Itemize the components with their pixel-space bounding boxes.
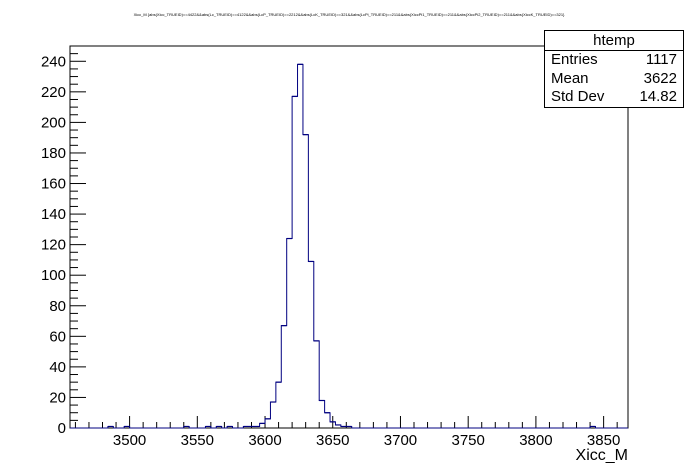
x-tick-label: 3700 [384, 432, 417, 449]
stats-entries-value: 1117 [645, 51, 677, 68]
x-tick-label: 3550 [181, 432, 214, 449]
y-tick-label: 240 [41, 53, 66, 70]
y-tick-label: 80 [49, 298, 66, 315]
y-tick-label: 180 [41, 145, 66, 162]
x-tick-label: 3750 [451, 432, 484, 449]
stats-entries-label: Entries [551, 51, 598, 68]
chart-title: Xicc_M {abs(Xicc_TRUEID)==4422&&abs(Lc_T… [133, 12, 565, 17]
x-tick-label: 3850 [587, 432, 620, 449]
y-tick-label: 20 [49, 389, 66, 406]
stats-row-stddev: Std Dev 14.82 [545, 88, 683, 107]
y-tick-label: 200 [41, 114, 66, 131]
x-tick-label: 3500 [113, 432, 146, 449]
histogram-bins [107, 63, 596, 428]
x-tick-label: 3800 [519, 432, 552, 449]
x-axis-label: Xicc_M [576, 447, 628, 464]
stats-box: htemp Entries 1117 Mean 3622 Std Dev 14.… [544, 30, 684, 108]
y-tick-label: 220 [41, 84, 66, 101]
stats-row-mean: Mean 3622 [545, 70, 683, 89]
stats-box-title: htemp [545, 31, 683, 51]
stats-mean-label: Mean [551, 69, 589, 87]
y-tick-label: 60 [49, 328, 66, 345]
stats-mean-value: 3622 [643, 69, 677, 87]
y-tick-label: 40 [49, 359, 66, 376]
y-tick-label: 100 [41, 267, 66, 284]
axes: 3500 3550 3600 3650 3700 3750 3800 3850 0 20 40 60 8… [41, 53, 620, 449]
histogram-line [70, 63, 628, 429]
y-tick-label: 160 [41, 176, 66, 193]
x-tick-label: 3650 [316, 432, 349, 449]
stats-row-entries: Entries 1117 [545, 51, 683, 70]
y-tick-label: 120 [41, 237, 66, 254]
stats-stddev-value: 14.82 [639, 88, 677, 105]
x-tick-label: 3600 [248, 432, 281, 449]
y-tick-label: 140 [41, 206, 66, 223]
y-tick-label: 0 [58, 420, 66, 437]
stats-stddev-label: Std Dev [551, 88, 605, 105]
